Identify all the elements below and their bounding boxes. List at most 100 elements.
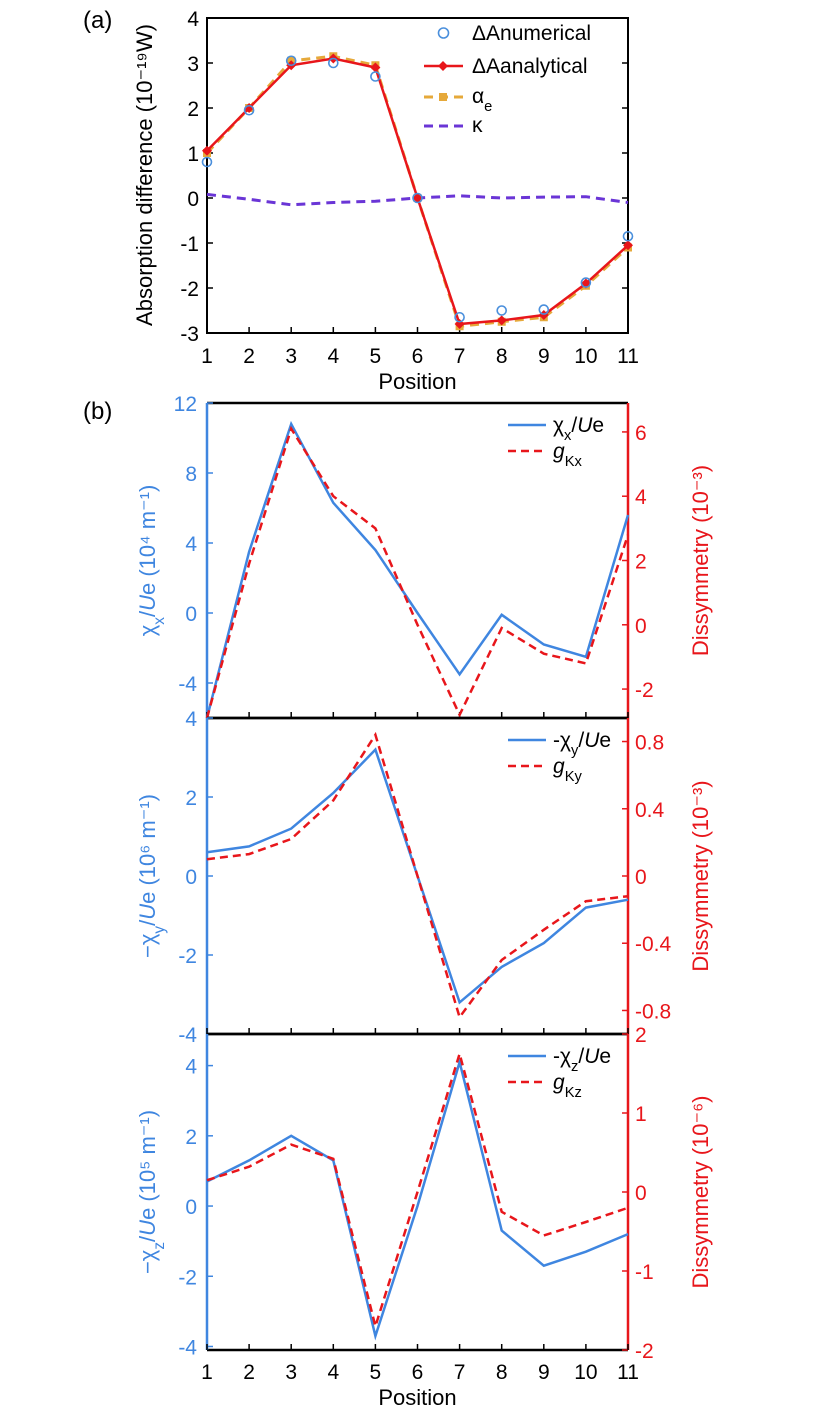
right-y-tick-label: 4 [635,486,647,509]
panel-label-b: (b) [83,398,112,425]
right-y-tick-label: -2 [635,679,654,702]
right-y-axis-label: Dissymmetry (10⁻³) [688,780,713,971]
legend-a: ΔAnumerical ΔAanalytical αeκ [424,22,591,137]
y-tick-label-a: -3 [180,323,199,346]
series-numerical-point [496,305,508,316]
series-analytical-point [623,240,633,251]
series-numerical-point [201,156,213,168]
legend-g-label: gKx [553,440,582,470]
series-analytical-point [538,310,549,320]
legend-numerical-marker [437,27,450,39]
left-y-tick-label: -4 [178,673,197,696]
subplot-b-1: -4 0 4 8 12 -2 0 2 4 6 χx/Ue (10⁴ m⁻¹) Dissymmetry … [135,393,713,720]
panel-label-a: (a) [83,7,112,34]
x-tick-label-a: 3 [285,345,297,368]
y-axis-label-a: Absorption difference (10⁻¹⁹W) [132,24,157,326]
legend-alpha-e-marker [439,93,447,101]
right-y-tick-label: 0 [635,866,647,889]
legend-g-label: gKy [553,755,582,785]
series-numerical-point [412,192,423,204]
series-numerical-point [327,57,339,69]
series-analytical-line [206,57,629,326]
x-tick-label-a: 6 [412,345,424,368]
series-alpha-e-line [205,54,630,328]
series-g-line [206,1049,629,1331]
x-axis-label-a: Position [378,369,456,394]
left-y-tick-label: 0 [185,866,197,889]
x-tick-label-a: 9 [538,345,550,368]
series-g-line [205,425,630,719]
x-tick-label-b: 5 [370,1361,382,1384]
x-tick-label-b: 7 [454,1361,466,1384]
left-y-tick-label: 2 [185,787,197,810]
x-tick-label-b: 3 [285,1361,297,1384]
y-tick-label-a: -1 [180,233,199,256]
left-y-tick-label: -2 [178,1266,197,1289]
y-tick-label-a: 3 [187,53,199,76]
x-tick-label-b: 4 [327,1361,339,1384]
right-y-axis-label: Dissymmetry (10⁻³) [688,465,713,656]
right-y-tick-label: 2 [635,551,647,574]
left-y-tick-label: 8 [185,463,197,486]
series-numerical-point [622,230,634,242]
subplot-b-3: -4 -2 0 2 4 -2 -1 0 1 2 1 2 3 4 5 6 7 8 9 10 11 Position −χz/U… [135,1024,713,1410]
y-tick-label-a: 1 [187,143,199,166]
right-y-tick-label: -0.8 [635,1000,671,1023]
right-y-tick-label: -2 [635,1340,654,1363]
left-y-tick-label: 0 [185,603,197,626]
left-y-axis-label: −χy/Ue (10⁶ m⁻¹) [135,794,168,958]
y-tick-label-a: 4 [187,8,199,31]
left-y-tick-label: 0 [185,1196,197,1219]
series-analytical-point [412,193,423,203]
left-y-tick-label: -4 [178,1024,197,1047]
left-y-tick-label: 4 [185,708,197,731]
series-numerical-point [370,71,381,82]
x-tick-label-a: 8 [496,345,508,368]
x-tick-label-b: 2 [243,1361,255,1384]
legend-analytical-label: ΔAanalytical [472,55,588,78]
panel-a: (a) -3 -2 -1 0 1 2 3 4 1 2 3 4 5 6 7 8 9 10 11 Position Absor… [83,7,639,394]
x-tick-label-b: 9 [538,1361,550,1384]
x-axis-label-b: Position [378,1385,456,1410]
x-tick-label-b: 8 [496,1361,508,1384]
right-y-tick-label: -1 [635,1261,654,1284]
legend-chi-label: χx/Ue [553,414,604,444]
left-y-axis-label: χx/Ue (10⁴ m⁻¹) [135,485,168,637]
right-y-tick-label: 1 [635,1103,647,1126]
series-numerical-point [454,311,465,323]
series-numerical-point [580,277,592,288]
right-y-tick-label: 6 [635,422,647,445]
left-y-tick-label: -4 [178,1336,197,1359]
right-y-tick-label: 0.8 [635,732,664,755]
right-y-tick-label: 2 [635,1024,647,1047]
series-analytical-point [244,103,255,113]
y-tick-label-a: -2 [180,278,199,301]
legend-analytical-marker [438,61,448,71]
right-y-axis-label: Dissymmetry (10⁻⁶) [688,1095,713,1288]
legend-alpha-e-label: αe [472,85,492,115]
left-y-tick-label: 12 [174,393,197,416]
right-y-tick-label: 0 [635,1182,647,1205]
series-g-line [206,731,629,1020]
left-y-tick-label: 4 [185,533,197,556]
left-y-tick-label: -2 [178,945,197,968]
legend-g-label: gKz [553,1071,582,1101]
x-tick-label-a: 11 [617,345,639,368]
series-analytical-point [202,145,212,156]
legend-kappa-label: κ [472,114,483,137]
right-y-tick-label: 0.4 [635,799,665,822]
series-chi-line [205,420,630,719]
legend-chi-label: -χz/Ue [553,1045,611,1075]
y-tick-label-a: 0 [187,188,199,211]
right-y-tick-label: -0.4 [635,933,672,956]
x-tick-label-b: 1 [201,1361,213,1384]
left-y-tick-label: 4 [185,1056,197,1079]
x-tick-label-a: 2 [243,345,255,368]
x-tick-label-b: 11 [617,1361,639,1384]
y-tick-label-a: 2 [187,98,199,121]
series-chi-line [206,1057,629,1341]
